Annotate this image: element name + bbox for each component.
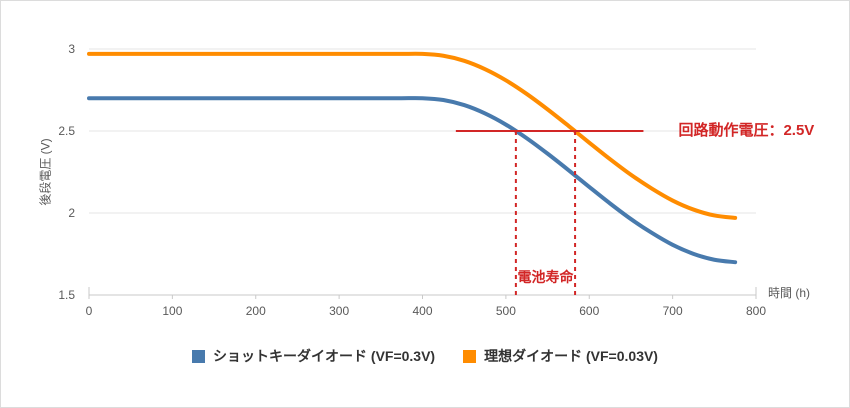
schottky-series-swatch-icon	[192, 349, 206, 363]
schottky-diode-curve	[87, 96, 738, 265]
y-tick-label: 1.5	[58, 288, 75, 302]
threshold-annotation-label: 回路動作電圧：2.5V	[678, 122, 815, 139]
x-tick-label: 600	[579, 304, 600, 318]
x-tick-label: 200	[245, 304, 266, 318]
y-tick-label: 2.5	[58, 124, 75, 138]
x-tick-label: 100	[162, 304, 183, 318]
ideal-diode-curve	[87, 51, 738, 220]
x-axis-title: 時間 (h)	[768, 286, 811, 300]
battery-life-annotation-label: 電池寿命	[517, 269, 574, 285]
x-tick-label: 300	[329, 304, 350, 318]
x-tick-label: 700	[662, 304, 683, 318]
legend-item-ideal-diode: 理想ダイオード (VF=0.03V)	[463, 346, 658, 366]
ideal-series-swatch-icon	[463, 349, 477, 363]
legend: ショットキーダイオード (VF=0.3V) 理想ダイオード (VF=0.03V)	[1, 346, 849, 366]
y-tick-label: 2	[68, 206, 75, 220]
x-tick-label: 0	[85, 304, 93, 318]
legend-label-schottky: ショットキーダイオード (VF=0.3V)	[213, 348, 436, 364]
x-tick-label: 400	[412, 304, 433, 318]
x-tick-label: 800	[745, 304, 767, 318]
legend-label-ideal: 理想ダイオード (VF=0.03V)	[484, 348, 658, 364]
y-axis-title: 後段電圧 (V)	[38, 138, 53, 206]
legend-item-schottky-diode: ショットキーダイオード (VF=0.3V)	[192, 346, 435, 366]
x-tick-label: 500	[495, 304, 516, 318]
y-tick-label: 3	[68, 42, 75, 56]
